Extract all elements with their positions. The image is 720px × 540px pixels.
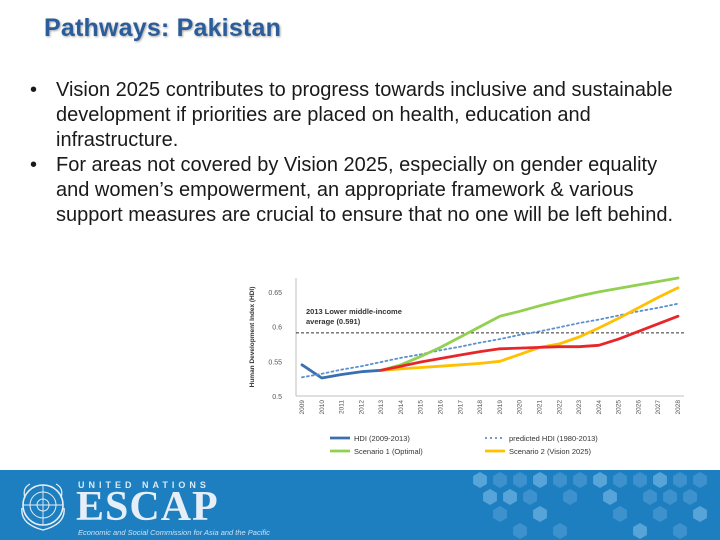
bullet-list: • Vision 2025 contributes to progress to…: [30, 78, 690, 228]
hexagon-decoration: [653, 506, 667, 522]
hdi-line-chart: 0.5 0.55 0.6 0.65 Human Development Index (H…: [249, 276, 684, 456]
hexagon-decoration: [573, 472, 587, 488]
hexagon-decoration: [533, 472, 547, 488]
x-tick-label: 2011: [339, 400, 346, 414]
x-tick-label: 2013: [378, 400, 385, 415]
un-emblem-icon: [21, 483, 65, 531]
x-tick-label: 2010: [319, 400, 326, 415]
hexagon-decoration: [483, 489, 497, 505]
hexagon-pattern-decoration: [473, 472, 707, 539]
x-tick-label: 2027: [655, 400, 662, 415]
series-line-scenario-2-vision-2025: [379, 286, 680, 372]
hexagon-decoration: [673, 523, 687, 539]
x-tick-label: 2015: [418, 400, 425, 415]
x-tick-label: 2023: [576, 400, 583, 415]
legend-label: Scenario 2 (Vision 2025): [509, 447, 591, 456]
y-axis-title: Human Development Index (HDI): [249, 287, 256, 388]
escap-footer: UNITED NATIONS ESCAP Economic and Social…: [0, 470, 720, 540]
series-line-hdi-2009-2013: [300, 363, 383, 380]
hexagon-decoration: [633, 523, 647, 539]
x-tick-label: 2009: [299, 400, 306, 415]
bullet-item: • For areas not covered by Vision 2025, …: [30, 153, 690, 228]
hexagon-decoration: [643, 489, 657, 505]
x-tick-label: 2016: [438, 400, 445, 415]
x-tick-label: 2025: [616, 400, 623, 415]
hexagon-decoration: [673, 472, 687, 488]
x-tick-label: 2017: [457, 400, 464, 415]
hexagon-decoration: [693, 472, 707, 488]
hexagon-decoration: [653, 472, 667, 488]
x-tick-label: 2028: [675, 400, 682, 415]
hexagon-decoration: [633, 472, 647, 488]
hexagon-decoration: [523, 489, 537, 505]
x-tick-label: 2018: [477, 400, 484, 415]
hexagon-decoration: [513, 523, 527, 539]
hexagon-decoration: [663, 489, 677, 505]
reference-label: 2013 Lower middle-income: [306, 307, 402, 316]
series-line-scenario-1-optimal: [379, 276, 680, 372]
x-tick-label: 2026: [635, 400, 642, 415]
series-line-predicted-hdi-1980-2013: [301, 302, 679, 379]
legend-label: predicted HDI (1980-2013): [509, 434, 598, 443]
y-tick-label: 0.5: [272, 394, 282, 401]
org-united-nations: UNITED NATIONS: [78, 480, 210, 490]
x-tick-label: 2022: [556, 400, 563, 415]
hexagon-decoration: [693, 506, 707, 522]
x-tick-label: 2012: [358, 400, 365, 415]
reference-label: average (0.591): [306, 317, 361, 326]
hexagon-decoration: [553, 472, 567, 488]
hexagon-decoration: [613, 506, 627, 522]
bullet-text: For areas not covered by Vision 2025, es…: [56, 154, 674, 226]
x-tick-label: 2020: [517, 400, 524, 415]
hexagon-decoration: [683, 489, 697, 505]
hexagon-decoration: [603, 489, 617, 505]
org-logo-escap: ESCAP: [76, 484, 219, 530]
hexagon-decoration: [563, 489, 577, 505]
reference-label-bg: [300, 302, 446, 329]
bullet-text: Vision 2025 contributes to progress towa…: [56, 79, 673, 151]
x-tick-label: 2014: [398, 400, 405, 415]
hexagon-decoration: [593, 472, 607, 488]
y-tick-label: 0.6: [272, 325, 282, 332]
x-tick-label: 2019: [497, 400, 504, 415]
hexagon-decoration: [553, 523, 567, 539]
hexagon-decoration: [493, 506, 507, 522]
legend-label: HDI (2009-2013): [354, 434, 410, 443]
bullet-item: • Vision 2025 contributes to progress to…: [30, 78, 690, 153]
legend-label: Scenario 1 (Optimal): [354, 447, 423, 456]
bullet-dot-icon: •: [30, 79, 38, 101]
y-tick-label: 0.65: [268, 290, 282, 297]
y-tick-label: 0.55: [268, 359, 282, 366]
slide-title: Pathways: Pakistan: [44, 14, 282, 42]
hexagon-decoration: [503, 489, 517, 505]
hexagon-decoration: [613, 472, 627, 488]
bullet-dot-icon: •: [30, 154, 38, 176]
org-subtitle: Economic and Social Commission for Asia …: [78, 528, 270, 537]
series-line-scenario-red-4: [379, 314, 680, 372]
hexagon-decoration: [473, 472, 487, 488]
x-tick-label: 2021: [536, 400, 543, 415]
hexagon-decoration: [493, 472, 507, 488]
hexagon-decoration: [513, 472, 527, 488]
x-tick-label: 2024: [596, 400, 603, 415]
hexagon-decoration: [533, 506, 547, 522]
